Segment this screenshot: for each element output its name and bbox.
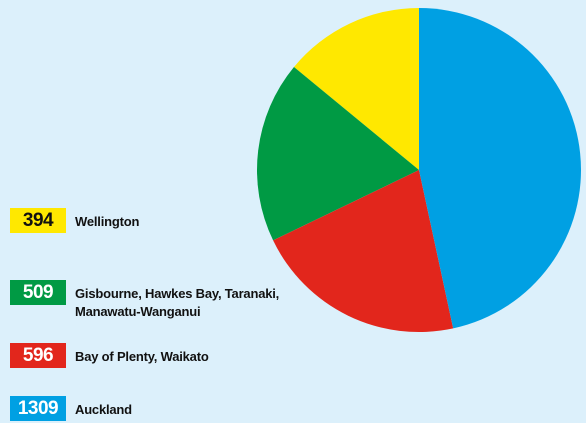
legend-item: 394 Wellington [10, 208, 290, 233]
legend-item: 509 Gisbourne, Hawkes Bay, Taranaki, Mana… [10, 280, 290, 321]
value-label: 1309 [10, 396, 66, 421]
value-label: 394 [10, 208, 66, 233]
pie-slice [273, 170, 454, 332]
legend-item: 1309 Auckland [10, 396, 290, 421]
value-label: 596 [10, 343, 66, 368]
pie-slice [256, 66, 419, 241]
legend-label: Auckland [75, 402, 132, 417]
legend-label: Bay of Plenty, Waikato [75, 349, 209, 364]
value-label: 509 [10, 280, 66, 305]
legend-item: 596 Bay of Plenty, Waikato [10, 343, 290, 368]
pie-slice [293, 8, 419, 170]
legend-label: Gisbourne, Hawkes Bay, Taranaki, Manawat… [75, 286, 280, 319]
pie-slice [419, 8, 581, 329]
legend-label: Wellington [75, 214, 140, 229]
